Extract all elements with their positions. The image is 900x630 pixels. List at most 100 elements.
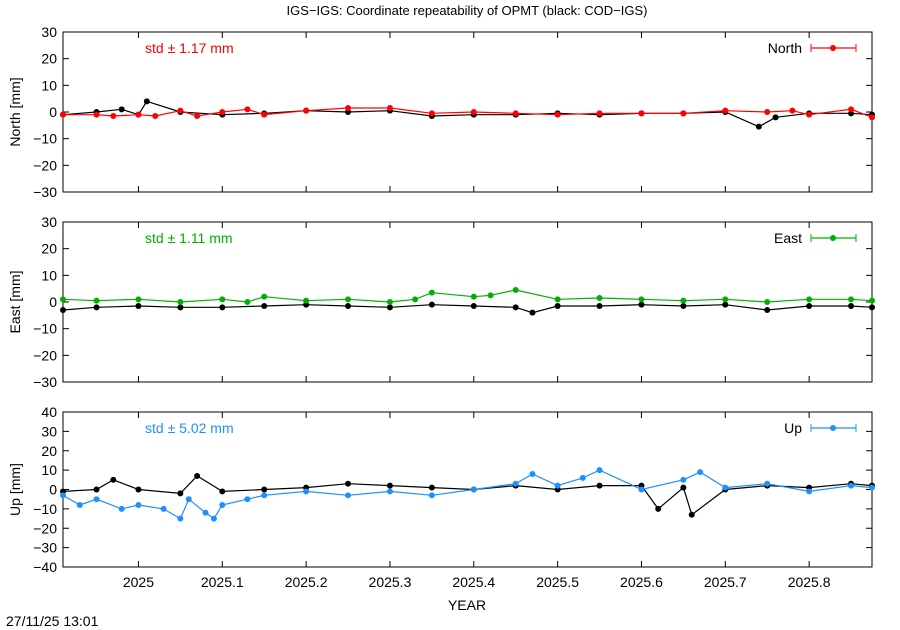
y-tick-label: −10 — [33, 501, 57, 517]
y-tick-label: −10 — [33, 321, 57, 337]
panel-2: 40 30 20 10 0 −10 −20 −30 −40 2025 2025.1 2025.2 202… — [7, 404, 875, 590]
data-point — [755, 123, 762, 130]
y-tick-label: 0 — [49, 104, 57, 120]
data-point — [869, 114, 875, 121]
legend-marker — [830, 235, 836, 241]
data-point — [529, 471, 536, 477]
data-point — [869, 304, 875, 311]
panel-1: 30 20 10 0 −10 −20 −30 East [mm] std ± 1.11 mm Ea… — [7, 214, 875, 390]
data-point — [143, 98, 150, 105]
data-point — [512, 304, 519, 311]
data-point — [152, 113, 159, 119]
x-tick-label: 2025.5 — [536, 574, 579, 590]
data-point — [261, 303, 268, 309]
data-point — [554, 303, 561, 309]
data-point — [135, 111, 142, 118]
data-point — [470, 293, 477, 300]
data-point — [118, 106, 125, 113]
data-point — [428, 289, 435, 296]
y-tick-label: 0 — [49, 482, 57, 498]
timestamp: 27/11/25 13:01 — [6, 613, 99, 629]
data-point — [596, 303, 603, 309]
data-point — [512, 110, 519, 117]
y-tick-label: 20 — [41, 241, 57, 257]
data-point — [764, 307, 771, 313]
y-tick-label: −20 — [33, 157, 57, 173]
data-point — [596, 467, 603, 474]
data-point — [93, 297, 100, 304]
data-point — [261, 486, 268, 493]
y-tick-label: 30 — [41, 423, 57, 439]
legend-marker — [830, 425, 836, 431]
data-point — [177, 299, 184, 305]
data-point — [219, 488, 226, 495]
y-tick-label: 10 — [41, 77, 57, 93]
data-point — [93, 496, 100, 503]
data-point — [219, 296, 226, 303]
data-point — [303, 488, 310, 495]
data-point — [638, 110, 645, 117]
data-point — [93, 304, 100, 311]
data-point — [345, 296, 352, 303]
std-label: std ± 1.17 mm — [145, 40, 234, 56]
data-point — [869, 297, 875, 304]
y-tick-label: 10 — [41, 267, 57, 283]
x-tick-label: 2025.6 — [620, 574, 663, 590]
data-point — [412, 296, 419, 303]
data-point — [93, 111, 100, 118]
data-point — [244, 496, 251, 503]
x-axis-label: YEAR — [448, 597, 486, 613]
chart-title: IGS−IGS: Coordinate repeatability of OPM… — [286, 3, 647, 18]
data-point — [219, 109, 226, 115]
data-point — [244, 106, 251, 113]
data-point — [806, 296, 813, 303]
data-point — [848, 296, 855, 303]
data-point — [806, 111, 813, 118]
data-point — [428, 484, 435, 491]
y-tick-label: 20 — [41, 443, 57, 459]
legend-label: East — [774, 230, 802, 246]
y-tick-label: −30 — [33, 184, 57, 200]
data-point — [428, 301, 435, 308]
data-point — [60, 307, 66, 313]
data-point — [764, 299, 771, 305]
data-point — [219, 502, 226, 508]
data-point — [722, 484, 729, 491]
series-line — [63, 107, 873, 118]
data-point — [386, 299, 393, 305]
data-point — [848, 106, 855, 113]
x-tick-label: 2025.3 — [369, 574, 412, 590]
data-point — [177, 515, 184, 522]
panels: 30 20 10 0 −10 −20 −30 North [mm] std ± 1.17 mm N… — [7, 24, 875, 590]
data-point — [160, 505, 167, 512]
data-point — [772, 114, 779, 121]
data-point — [261, 111, 268, 118]
y-tick-label: −20 — [33, 520, 57, 536]
series-line — [62, 100, 873, 128]
y-tick-label: −20 — [33, 347, 57, 363]
std-label: std ± 1.11 mm — [145, 230, 233, 246]
y-axis-label: North [mm] — [7, 77, 23, 146]
data-point — [210, 515, 217, 522]
data-point — [638, 301, 645, 308]
y-tick-label: −40 — [33, 559, 57, 575]
data-point — [764, 109, 771, 115]
y-tick-label: 0 — [49, 294, 57, 310]
data-point — [135, 296, 142, 303]
series-line — [62, 289, 873, 303]
data-point — [487, 292, 494, 299]
data-point — [806, 488, 813, 495]
data-point — [680, 110, 687, 117]
data-point — [135, 502, 142, 508]
data-point — [680, 297, 687, 304]
data-point — [722, 301, 729, 308]
data-point — [764, 480, 771, 487]
data-point — [386, 482, 393, 489]
std-label: std ± 5.02 mm — [145, 420, 234, 436]
y-tick-label: 20 — [41, 51, 57, 67]
y-tick-label: 10 — [41, 462, 57, 478]
data-point — [697, 469, 704, 476]
data-point — [177, 107, 184, 114]
y-axis-label: East [mm] — [7, 270, 23, 333]
x-tick-label: 2025.2 — [285, 574, 328, 590]
